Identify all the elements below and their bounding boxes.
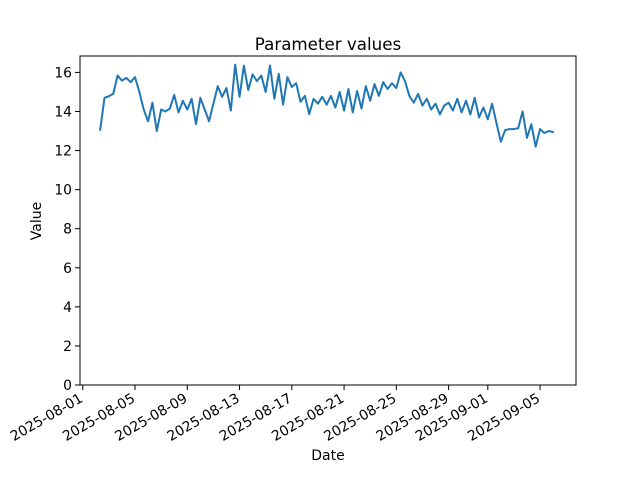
y-axis-ticks: 0 2 4 6 8 10 12 14 16 xyxy=(54,65,80,394)
plot-frame xyxy=(79,55,577,386)
y-tick-label: 12 xyxy=(54,144,72,160)
y-axis-label: Value xyxy=(29,202,45,240)
chart-title: Parameter values xyxy=(255,34,401,54)
y-tick-label: 4 xyxy=(63,300,72,316)
y-tick-label: 8 xyxy=(63,222,72,238)
y-tick-label: 16 xyxy=(54,65,72,81)
x-axis-ticks: 2025-08-012025-08-052025-08-092025-08-13… xyxy=(8,385,543,445)
y-tick-label: 6 xyxy=(63,261,72,277)
y-tick-label: 14 xyxy=(54,104,72,120)
y-tick-label: 0 xyxy=(63,378,72,394)
data-line xyxy=(99,63,555,148)
x-axis-label: Date xyxy=(311,448,344,464)
y-tick-label: 10 xyxy=(54,183,72,199)
y-tick-label: 2 xyxy=(63,339,72,355)
